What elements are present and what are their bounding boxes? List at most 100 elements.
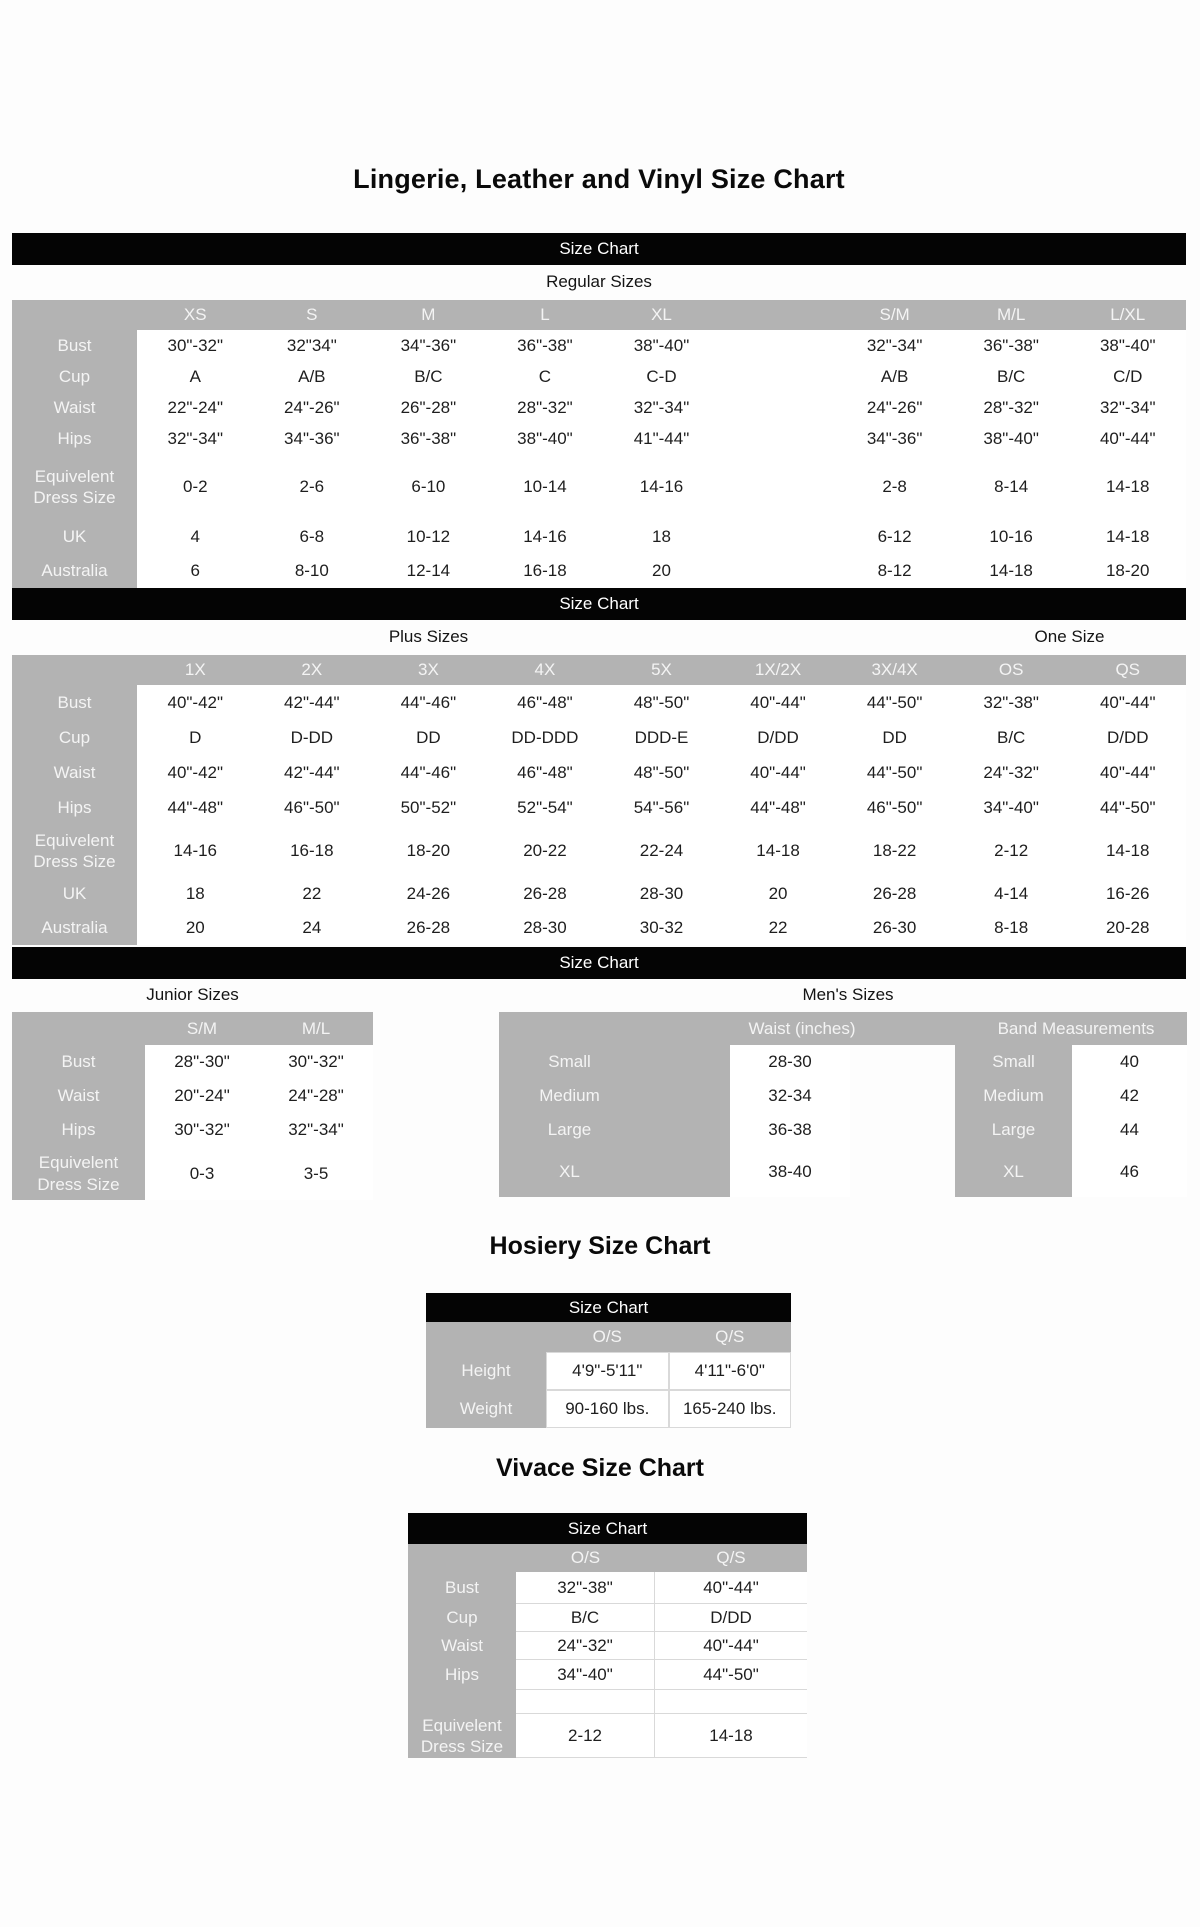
- size-cell: 14-18: [1069, 825, 1186, 877]
- size-cell: 44"-48": [137, 790, 254, 825]
- size-cell: [655, 1690, 807, 1714]
- size-cell: 2-12: [516, 1714, 655, 1758]
- corner-cell: [12, 300, 137, 330]
- size-cell: 34"-36": [370, 330, 487, 361]
- size-cell: A: [137, 361, 254, 392]
- size-cell: 50"-52": [370, 790, 487, 825]
- column-header: 4X: [486, 655, 604, 685]
- size-cell: 32"-34": [603, 392, 720, 423]
- size-cell: C/D: [1069, 361, 1186, 392]
- column-header: 1X: [137, 655, 254, 685]
- size-cell: 8-12: [836, 554, 953, 588]
- plus-sizes-table: 1X 2X 3X 4X 5X 1X/2X 3X/4X OS QS Bust 40"-42" 42"-4…: [12, 655, 1186, 945]
- size-cell: 20-28: [1069, 911, 1186, 945]
- size-cell: 42"-44": [253, 685, 371, 720]
- size-cell: 16-18: [253, 825, 371, 877]
- size-cell: 24"-26": [253, 392, 371, 423]
- row-label: Bust: [12, 330, 137, 361]
- column-header: 5X: [603, 655, 720, 685]
- size-cell: 32"-34": [836, 330, 953, 361]
- size-cell: A/B: [253, 361, 371, 392]
- row-label: Hips: [12, 1113, 145, 1147]
- size-cell: 44"-48": [719, 790, 837, 825]
- size-cell: 32"-38": [952, 685, 1070, 720]
- size-chart-bar-label: Size Chart: [559, 594, 639, 613]
- size-cell: 14-18: [1069, 454, 1186, 520]
- size-cell: 3-5: [259, 1147, 373, 1200]
- size-cell: 34"-36": [836, 423, 953, 454]
- size-cell: 46"-50": [836, 790, 953, 825]
- section-label-junior-sizes: Junior Sizes: [146, 984, 239, 1004]
- size-cell: 32"-34": [1069, 392, 1186, 423]
- size-cell: 30"-32": [145, 1113, 259, 1147]
- size-cell: D-DD: [253, 720, 371, 755]
- size-cell: 26-28: [486, 877, 604, 911]
- size-cell: 40"-42": [137, 755, 254, 790]
- row-label: Bust: [12, 1045, 145, 1079]
- column-header: O/S: [546, 1322, 669, 1352]
- size-cell: 14-18: [952, 554, 1070, 588]
- size-cell: 38"-40": [486, 423, 604, 454]
- size-cell: 44"-46": [370, 685, 487, 720]
- column-header: L/XL: [1069, 300, 1186, 330]
- size-cell: 18: [137, 877, 254, 911]
- section-label-regular-sizes: Regular Sizes: [546, 272, 652, 291]
- row-label: Cup: [408, 1604, 516, 1632]
- size-cell: 0-2: [137, 454, 254, 520]
- size-cell: 20: [603, 554, 720, 588]
- size-cell: 44"-46": [370, 755, 487, 790]
- size-cell: 28"-32": [952, 392, 1070, 423]
- row-label: Waist: [12, 1079, 145, 1113]
- size-cell: 8-10: [253, 554, 371, 588]
- size-cell: 18-22: [836, 825, 953, 877]
- size-cell: 48"-50": [603, 755, 720, 790]
- corner-cell: [12, 1012, 145, 1045]
- size-chart-bar-label: Size Chart: [559, 953, 639, 972]
- size-cell: 14-18: [719, 825, 837, 877]
- column-header: Q/S: [655, 1544, 807, 1572]
- size-cell: 18-20: [1069, 554, 1186, 588]
- size-cell: 44"-50": [1069, 790, 1186, 825]
- row-label: Large: [955, 1113, 1072, 1147]
- size-cell: 38"-40": [603, 330, 720, 361]
- regular-sizes-table: XS S M L XL S/M M/L L/XL Bust 30"-32" 32"34" 34"-36…: [12, 300, 1186, 588]
- size-cell: 40"-44": [1069, 685, 1186, 720]
- column-header: 3X/4X: [836, 655, 953, 685]
- junior-sizes-table: S/M M/L Bust 28"-30" 30"-32" Waist 20"-24" 24"-…: [12, 1012, 373, 1200]
- row-label: Australia: [12, 554, 137, 588]
- size-cell: [719, 454, 837, 520]
- size-cell: 4-14: [952, 877, 1070, 911]
- size-cell: [719, 361, 837, 392]
- row-label: Equivelent Dress Size: [12, 1147, 145, 1200]
- size-cell: 34"-36": [253, 423, 371, 454]
- size-cell: D/DD: [655, 1604, 807, 1632]
- size-cell: 8-18: [952, 911, 1070, 945]
- column-header: OS: [952, 655, 1070, 685]
- size-cell: 8-14: [952, 454, 1070, 520]
- size-cell: 10-12: [370, 520, 487, 554]
- size-cell: B/C: [516, 1604, 655, 1632]
- size-cell: 20: [137, 911, 254, 945]
- row-label: Height: [426, 1352, 546, 1390]
- size-cell: B/C: [370, 361, 487, 392]
- row-label: Small: [955, 1045, 1072, 1079]
- vivace-title: Vivace Size Chart: [496, 1454, 704, 1482]
- size-cell: 14-16: [137, 825, 254, 877]
- size-cell: 38"-40": [952, 423, 1070, 454]
- size-cell: D: [137, 720, 254, 755]
- size-cell: 34"-40": [952, 790, 1070, 825]
- row-label: Bust: [408, 1572, 516, 1604]
- size-cell: 165-240 lbs.: [668, 1390, 791, 1428]
- size-cell: 14-18: [1069, 520, 1186, 554]
- size-cell: 28-30: [730, 1045, 850, 1079]
- size-cell: 6: [137, 554, 254, 588]
- row-label: XL: [499, 1147, 730, 1197]
- size-chart-bar: Size Chart: [408, 1513, 807, 1544]
- column-header: 2X: [253, 655, 371, 685]
- corner-cell: [12, 655, 137, 685]
- size-cell: C-D: [603, 361, 720, 392]
- size-cell: 16-26: [1069, 877, 1186, 911]
- size-cell: 42"-44": [253, 755, 371, 790]
- size-chart-bar: Size Chart: [12, 947, 1186, 979]
- size-cell: DD-DDD: [486, 720, 604, 755]
